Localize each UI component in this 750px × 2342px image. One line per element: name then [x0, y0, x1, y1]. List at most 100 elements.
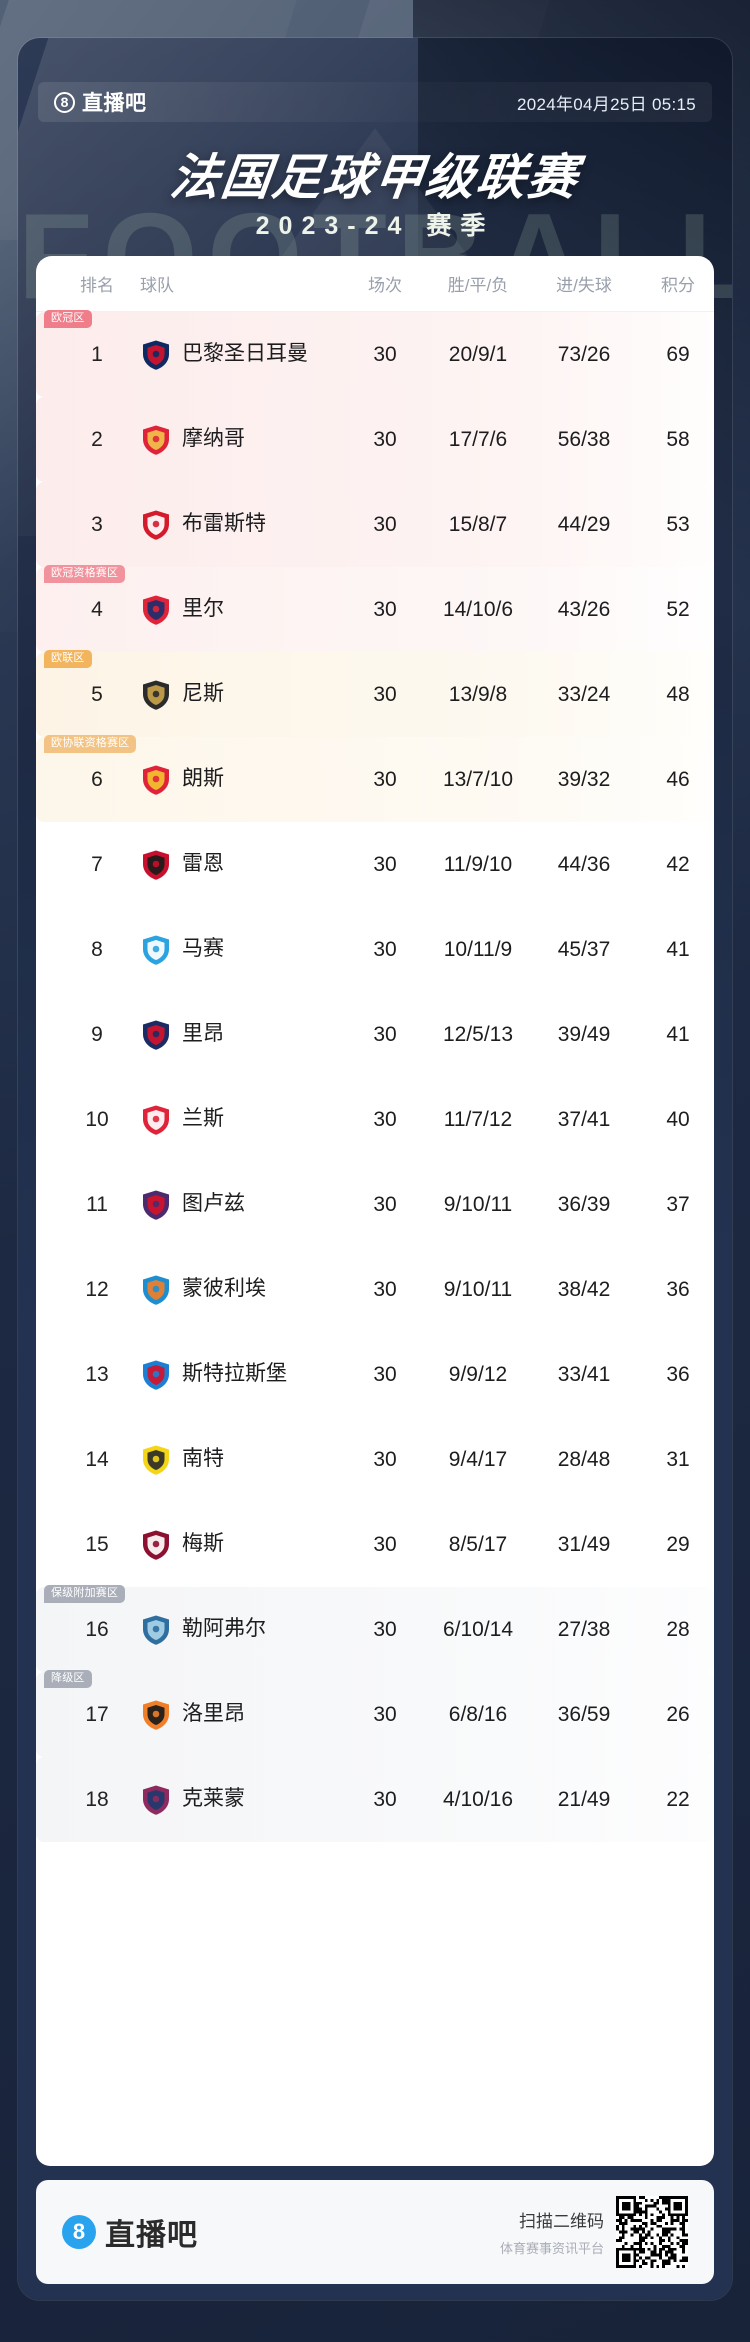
team-name-label: 马赛 [182, 937, 224, 961]
row-team[interactable]: 梅斯 [140, 1529, 346, 1561]
row-played: 30 [373, 1532, 397, 1556]
standings-table: 排名 球队 场次 胜/平/负 进/失球 积分 欧冠区 1 巴黎圣日耳曼 30 20/9/… [36, 256, 714, 2166]
row-goals: 31/49 [557, 1532, 611, 1556]
row-team[interactable]: 布雷斯特 [140, 509, 346, 541]
table-row[interactable]: 13 斯特拉斯堡 30 9/9/12 33/41 36 [36, 1332, 714, 1417]
row-wdl: 17/7/6 [448, 427, 508, 451]
row-played: 30 [373, 1277, 397, 1301]
column-header-played: 场次 [368, 276, 402, 295]
table-row[interactable]: 降级区 17 洛里昂 30 6/8/16 36/59 26 [36, 1670, 714, 1757]
row-team[interactable]: 马赛 [140, 934, 346, 966]
row-wdl: 13/9/8 [448, 682, 508, 706]
card-header: 8 直播吧 2024年04月25日 05:15 法国足球甲级联赛 2023-24… [18, 38, 732, 290]
table-row[interactable]: 7 雷恩 30 11/9/10 44/36 42 [36, 822, 714, 907]
row-wdl: 12/5/13 [442, 1022, 514, 1046]
table-row[interactable]: 11 图卢兹 30 9/10/11 36/39 37 [36, 1162, 714, 1247]
row-played: 30 [373, 1192, 397, 1216]
row-wdl: 20/9/1 [448, 342, 508, 366]
column-header-points: 积分 [661, 276, 695, 295]
row-team[interactable]: 巴黎圣日耳曼 [140, 339, 346, 371]
row-rank: 9 [91, 1022, 103, 1046]
row-wdl: 4/10/16 [442, 1787, 514, 1811]
row-wdl: 9/10/11 [443, 1277, 513, 1301]
row-rank: 17 [85, 1702, 109, 1726]
row-points: 53 [666, 512, 690, 536]
table-row[interactable]: 欧冠资格赛区 4 里尔 30 14/10/6 43/26 52 [36, 565, 714, 652]
row-goals: 44/29 [557, 512, 611, 536]
row-points: 46 [666, 767, 690, 791]
table-row[interactable]: 15 梅斯 30 8/5/17 31/49 29 [36, 1502, 714, 1587]
row-team[interactable]: 克莱蒙 [140, 1784, 346, 1816]
zone-badge-uecl_qual: 欧协联资格赛区 [44, 735, 137, 753]
row-team[interactable]: 里尔 [140, 594, 346, 626]
brand-logo[interactable]: 8 直播吧 [54, 87, 147, 117]
row-team[interactable]: 雷恩 [140, 849, 346, 881]
team-crest-icon [140, 1529, 172, 1561]
team-name-label: 里尔 [182, 597, 224, 621]
team-crest-icon [140, 1104, 172, 1136]
row-points: 29 [666, 1532, 690, 1556]
row-team[interactable]: 斯特拉斯堡 [140, 1359, 346, 1391]
row-goals: 36/59 [557, 1702, 611, 1726]
qr-code-image[interactable] [616, 2196, 688, 2268]
row-team[interactable]: 尼斯 [140, 679, 346, 711]
team-name-label: 里昂 [182, 1022, 224, 1046]
team-crest-icon [140, 1614, 172, 1646]
column-header-team: 球队 [140, 276, 174, 295]
row-rank: 18 [85, 1787, 109, 1811]
row-points: 40 [666, 1107, 690, 1131]
row-team[interactable]: 蒙彼利埃 [140, 1274, 346, 1306]
team-crest-icon [140, 1444, 172, 1476]
table-row[interactable]: 欧协联资格赛区 6 朗斯 30 13/7/10 39/32 46 [36, 735, 714, 822]
table-row[interactable]: 9 里昂 30 12/5/13 39/49 41 [36, 992, 714, 1077]
table-row[interactable]: 2 摩纳哥 30 17/7/6 56/38 58 [36, 397, 714, 482]
row-team[interactable]: 朗斯 [140, 764, 346, 796]
row-rank: 1 [91, 342, 103, 366]
row-points: 41 [666, 937, 690, 961]
table-row[interactable]: 18 克莱蒙 30 4/10/16 21/49 22 [36, 1757, 714, 1842]
team-crest-icon [140, 424, 172, 456]
team-name-label: 南特 [182, 1447, 224, 1471]
team-crest-icon [140, 679, 172, 711]
footer-brand-name-label: 直播吧 [105, 2219, 198, 2252]
table-row[interactable]: 3 布雷斯特 30 15/8/7 44/29 53 [36, 482, 714, 567]
row-team[interactable]: 勒阿弗尔 [140, 1614, 346, 1646]
team-crest-icon [140, 764, 172, 796]
table-row[interactable]: 10 兰斯 30 11/7/12 37/41 40 [36, 1077, 714, 1162]
row-goals: 43/26 [557, 597, 611, 621]
row-rank: 15 [85, 1532, 109, 1556]
table-row[interactable]: 欧冠区 1 巴黎圣日耳曼 30 20/9/1 73/26 69 [36, 310, 714, 397]
footer-brand[interactable]: 8 直播吧 [62, 2210, 198, 2254]
row-goals: 27/38 [557, 1617, 611, 1641]
table-row[interactable]: 欧联区 5 尼斯 30 13/9/8 33/24 48 [36, 650, 714, 737]
table-row[interactable]: 12 蒙彼利埃 30 9/10/11 38/42 36 [36, 1247, 714, 1332]
team-name-label: 兰斯 [182, 1107, 224, 1131]
brand-bar: 8 直播吧 2024年04月25日 05:15 [38, 82, 712, 122]
season-label: 2023-24 赛季 [255, 212, 495, 240]
scan-tagline: 体育赛事资讯平台 [499, 2241, 604, 2256]
table-row[interactable]: 14 南特 30 9/4/17 28/48 31 [36, 1417, 714, 1502]
row-played: 30 [373, 427, 397, 451]
row-team[interactable]: 图卢兹 [140, 1189, 346, 1221]
team-crest-icon [140, 1699, 172, 1731]
row-points: 58 [666, 427, 690, 451]
row-team[interactable]: 洛里昂 [140, 1699, 346, 1731]
row-team[interactable]: 兰斯 [140, 1104, 346, 1136]
team-name-label: 梅斯 [182, 1532, 224, 1556]
row-points: 42 [666, 852, 690, 876]
row-played: 30 [373, 852, 397, 876]
row-rank: 13 [85, 1362, 109, 1386]
row-team[interactable]: 摩纳哥 [140, 424, 346, 456]
row-rank: 8 [91, 937, 103, 961]
row-points: 41 [666, 1022, 690, 1046]
table-row[interactable]: 8 马赛 30 10/11/9 45/37 41 [36, 907, 714, 992]
team-crest-icon [140, 509, 172, 541]
row-wdl: 10/11/9 [443, 937, 513, 961]
row-rank: 6 [91, 767, 103, 791]
footer-scan-text: 扫描二维码 体育赛事资讯平台 [500, 2207, 604, 2257]
table-row[interactable]: 保级附加赛区 16 勒阿弗尔 30 6/10/14 27/38 28 [36, 1585, 714, 1672]
row-team[interactable]: 南特 [140, 1444, 346, 1476]
row-team[interactable]: 里昂 [140, 1019, 346, 1051]
row-played: 30 [373, 682, 397, 706]
row-goals: 39/32 [557, 767, 611, 791]
